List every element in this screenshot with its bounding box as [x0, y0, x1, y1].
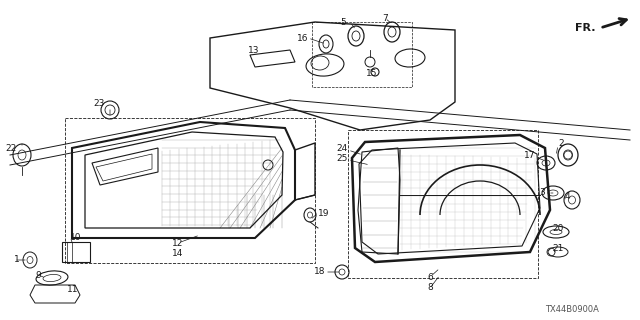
Text: 6: 6	[427, 273, 433, 282]
Text: 15: 15	[366, 68, 378, 77]
Bar	[65, 118, 315, 263]
Text: 11: 11	[67, 285, 79, 294]
Text: 22: 22	[5, 143, 16, 153]
Bar	[312, 22, 412, 87]
Text: 5: 5	[340, 18, 346, 27]
Text: 21: 21	[552, 244, 563, 252]
Text: 4: 4	[565, 191, 571, 201]
Text: FR.: FR.	[575, 23, 596, 33]
Bar	[62, 242, 90, 262]
Text: 24: 24	[337, 143, 348, 153]
Text: 9: 9	[35, 270, 41, 279]
Text: 18: 18	[314, 268, 325, 276]
Text: 14: 14	[172, 249, 184, 258]
Text: 12: 12	[172, 238, 184, 247]
Text: 8: 8	[427, 284, 433, 292]
Text: 16: 16	[296, 34, 308, 43]
Text: 13: 13	[248, 45, 259, 54]
Text: TX44B0900A: TX44B0900A	[545, 306, 599, 315]
Text: 25: 25	[337, 154, 348, 163]
Text: 7: 7	[382, 13, 388, 22]
Text: 2: 2	[558, 139, 564, 148]
Text: 20: 20	[552, 223, 563, 233]
Text: 17: 17	[524, 150, 535, 159]
Text: 19: 19	[318, 209, 330, 218]
Bar	[348, 130, 538, 278]
Text: 3: 3	[540, 188, 545, 196]
Text: 10: 10	[70, 233, 81, 242]
Text: 23: 23	[93, 99, 104, 108]
Text: 1: 1	[14, 255, 20, 265]
